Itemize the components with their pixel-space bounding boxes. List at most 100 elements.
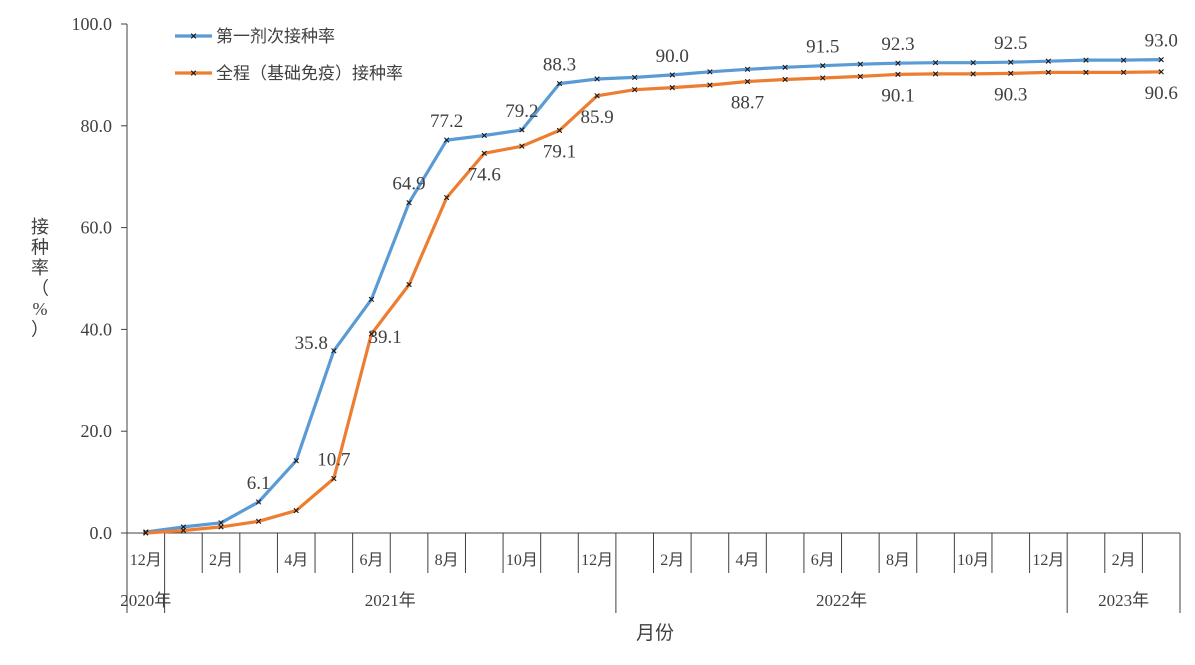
x-month-label: 4月 bbox=[736, 552, 760, 569]
series-1-point bbox=[669, 84, 675, 91]
series-1-point bbox=[143, 530, 149, 536]
x-month-label: 8月 bbox=[435, 552, 459, 569]
series-0-point bbox=[1008, 59, 1014, 65]
y-axis-title-char: （ bbox=[31, 279, 49, 299]
series-line-0 bbox=[145, 58, 1162, 534]
series-0-point bbox=[895, 60, 901, 66]
x-month-label: 10月 bbox=[506, 552, 538, 569]
data-label: 90.1 bbox=[881, 85, 914, 106]
data-label: 6.1 bbox=[247, 473, 271, 494]
series-1-point bbox=[895, 71, 901, 78]
legend-marker-0 bbox=[190, 33, 197, 39]
data-label: 93.0 bbox=[1145, 31, 1178, 52]
series-0-point bbox=[293, 458, 299, 464]
series-0-point bbox=[707, 69, 713, 75]
series-1-point bbox=[519, 143, 525, 149]
data-label-layer: 6.1 35.8 64.9 77.2 79.2 88.3 90.0 91.5 92.3 92.5 9… bbox=[247, 31, 1178, 494]
x-axis: 12月 2月 4月 6月 8月 10月 12月 2月 4月 6月 8月 10月 12月 2月 2020年 20… bbox=[120, 532, 1181, 613]
series-1-point bbox=[293, 507, 299, 514]
series-1-point bbox=[556, 127, 563, 134]
data-label: 88.3 bbox=[543, 55, 576, 76]
x-month-label: 2月 bbox=[660, 552, 684, 569]
series-1-point bbox=[744, 78, 751, 85]
data-label: 64.9 bbox=[392, 174, 425, 195]
y-axis-title-char: 率 bbox=[31, 258, 49, 278]
x-month-label: 2月 bbox=[1112, 552, 1136, 569]
series-0-point bbox=[1083, 57, 1089, 63]
data-label: 91.5 bbox=[806, 37, 839, 58]
series-0-point bbox=[744, 66, 751, 72]
series-0-point bbox=[669, 72, 675, 78]
series-1-point bbox=[481, 150, 487, 156]
series-1-point bbox=[1120, 69, 1127, 76]
series-1-point bbox=[1158, 69, 1164, 75]
series-line-1 bbox=[145, 70, 1162, 535]
x-month-label: 8月 bbox=[886, 552, 910, 569]
y-tick-label: 20.0 bbox=[81, 421, 113, 441]
series-1-point bbox=[180, 527, 187, 534]
series-0-point bbox=[932, 59, 939, 66]
series-1-point bbox=[782, 76, 788, 83]
data-label: 90.3 bbox=[994, 84, 1027, 105]
series-0-point bbox=[1158, 56, 1164, 63]
data-label: 10.7 bbox=[317, 450, 350, 471]
series-1-point bbox=[1045, 69, 1052, 76]
y-tick-label: 80.0 bbox=[81, 116, 113, 136]
series-1-point bbox=[970, 71, 976, 77]
series-0-point bbox=[519, 127, 525, 133]
x-month-label: 6月 bbox=[359, 552, 383, 569]
series-1-point bbox=[331, 475, 337, 482]
series-0-point bbox=[443, 137, 450, 143]
y-tick-label: 60.0 bbox=[81, 218, 113, 238]
series-1-point bbox=[932, 71, 939, 77]
data-label: 88.7 bbox=[731, 93, 764, 114]
y-axis-title-char: % bbox=[33, 299, 48, 319]
legend-label-1: 全程（基础免疫）接种率 bbox=[216, 64, 403, 83]
series-0-point bbox=[857, 61, 864, 67]
series-1-point bbox=[1083, 69, 1089, 76]
series-0-point bbox=[970, 59, 976, 66]
y-axis-title-char: 种 bbox=[31, 238, 49, 258]
series-0-point bbox=[481, 132, 487, 139]
series-1-point bbox=[218, 524, 224, 530]
data-label: 35.8 bbox=[295, 333, 328, 354]
series-0-point bbox=[556, 80, 563, 87]
series-1-point bbox=[632, 86, 638, 93]
x-month-label: 2月 bbox=[209, 552, 233, 569]
series-0-point bbox=[331, 348, 337, 354]
x-month-label: 6月 bbox=[811, 552, 835, 569]
series-1-point bbox=[368, 331, 375, 337]
series-1-point bbox=[857, 73, 864, 80]
series-1-point bbox=[255, 518, 262, 524]
data-label: 90.6 bbox=[1145, 83, 1178, 104]
series-0-point bbox=[782, 64, 788, 70]
series-0-point bbox=[1045, 58, 1052, 64]
y-axis-title: 接种率（%） bbox=[31, 217, 49, 340]
series-1-point bbox=[443, 194, 450, 201]
x-month-label: 12月 bbox=[581, 552, 613, 569]
x-month-label: 10月 bbox=[957, 552, 989, 569]
x-axis-title: 月份 bbox=[636, 622, 674, 644]
series-0-point bbox=[368, 296, 375, 303]
series-1-point bbox=[820, 75, 826, 81]
legend-label-0: 第一剂次接种率 bbox=[216, 27, 335, 46]
series-0-point bbox=[594, 76, 600, 82]
series-0-point bbox=[1120, 57, 1127, 63]
data-label: 90.0 bbox=[656, 46, 689, 67]
y-tick-label: 40.0 bbox=[81, 319, 113, 339]
data-label: 74.6 bbox=[468, 164, 501, 185]
x-month-label: 12月 bbox=[1032, 552, 1064, 569]
data-label: 85.9 bbox=[580, 107, 613, 128]
data-label: 92.5 bbox=[994, 33, 1027, 54]
data-label: 92.3 bbox=[881, 34, 914, 55]
x-year-label: 2022年 bbox=[816, 591, 867, 610]
data-label: 39.1 bbox=[368, 327, 401, 348]
data-label: 79.2 bbox=[505, 101, 538, 122]
series-1-point bbox=[1008, 70, 1014, 77]
y-axis-title-char: 接 bbox=[31, 217, 49, 237]
y-tick-label: 100.0 bbox=[72, 14, 113, 34]
x-month-label: 4月 bbox=[284, 552, 308, 569]
series-0-point bbox=[820, 63, 826, 69]
